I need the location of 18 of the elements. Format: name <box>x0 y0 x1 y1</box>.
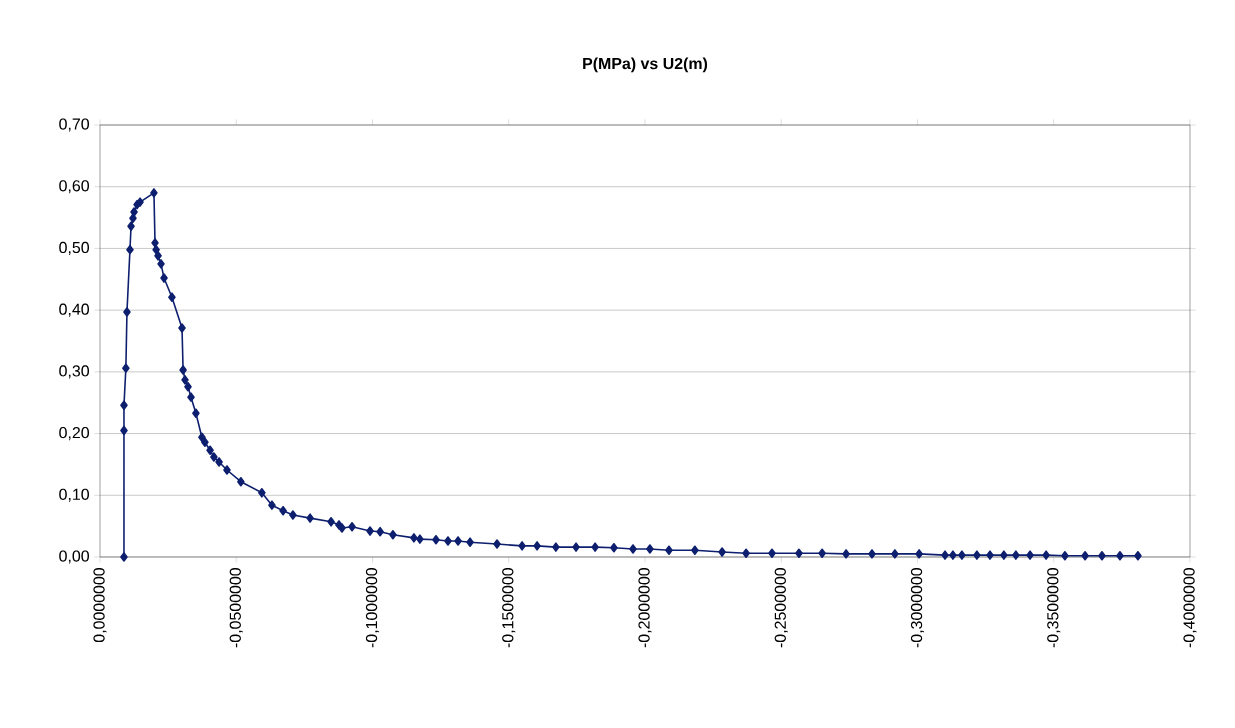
x-tick-label: -0,1500000 <box>502 567 516 648</box>
y-tick-label: 0,00 <box>59 550 90 564</box>
x-tick-label: -0,4000000 <box>1183 567 1197 648</box>
y-tick-label: 0,40 <box>59 303 90 317</box>
x-tick-label: -0,3500000 <box>1047 567 1061 648</box>
y-tick-label: 0,30 <box>59 365 90 379</box>
x-tick-label: -0,1000000 <box>365 567 380 648</box>
y-tick-label: 0,60 <box>59 180 90 194</box>
chart-title: P(MPa) vs U2(m) <box>583 57 708 73</box>
x-tick-label: -0,0500000 <box>229 567 243 648</box>
x-tick-label: -0,3000000 <box>910 567 925 648</box>
x-tick-label: 0,0000000 <box>93 567 107 643</box>
y-tick-label: 0,70 <box>59 118 90 132</box>
y-tick-label: 0,50 <box>59 241 90 256</box>
x-tick-label: -0,2000000 <box>638 567 652 648</box>
x-tick-label: -0,2500000 <box>774 567 788 648</box>
y-tick-label: 0,20 <box>59 426 90 441</box>
y-tick-label: 0,10 <box>59 488 90 502</box>
